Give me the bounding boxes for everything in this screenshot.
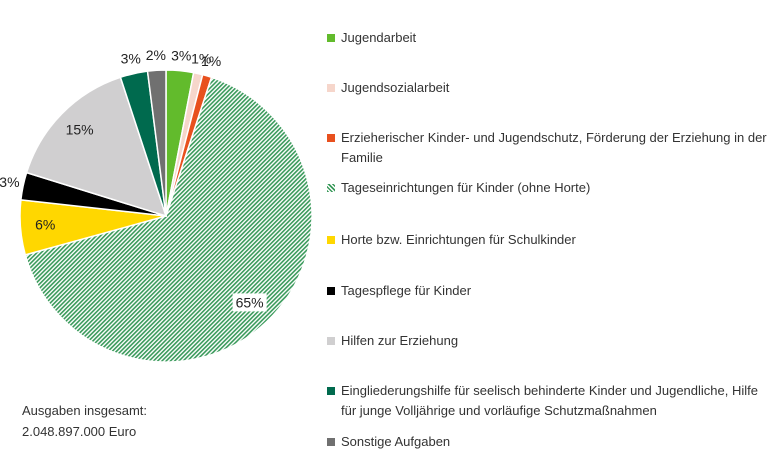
legend-label: Jugendsozialarbeit (341, 80, 450, 95)
data-label: 1% (201, 53, 221, 69)
data-label: 15% (66, 122, 94, 138)
annotation: 2.048.897.000 Euro (22, 424, 137, 439)
legend-label: Tageseinrichtungen für Kinder (ohne Hort… (341, 180, 591, 195)
data-label: 65% (236, 294, 264, 310)
legend-label: Erzieherischer Kinder- und Jugendschutz,… (341, 130, 767, 165)
legend-item: Hilfen zur Erziehung (327, 331, 772, 351)
legend-swatch (327, 287, 335, 295)
data-label: 6% (35, 216, 55, 232)
legend-swatch (327, 236, 335, 244)
label-background (232, 293, 267, 312)
legend-item: Jugendsozialarbeit (327, 78, 772, 98)
legend-label: Jugendarbeit (341, 30, 417, 45)
legend-swatch (327, 34, 335, 42)
data-label: 3% (171, 47, 191, 63)
legend-label: Horte bzw. Einrichtungen für Schulkinder (341, 232, 576, 247)
legend-label: Hilfen zur Erziehung (341, 333, 459, 348)
legend-item: Sonstige Aufgaben (327, 432, 772, 452)
legend-swatch (327, 337, 335, 345)
legend-item: Jugendarbeit (327, 28, 772, 48)
legend-item: Erzieherischer Kinder- und Jugendschutz,… (327, 128, 772, 168)
legend-label: Sonstige Aufgaben (341, 434, 451, 449)
pie-slice (146, 69, 167, 217)
legend-item: Horte bzw. Einrichtungen für Schulkinder (327, 230, 772, 250)
legend-swatch (327, 84, 335, 92)
legend-swatch (327, 184, 335, 192)
annotation: Ausgaben insgesamt: (22, 403, 148, 418)
data-label: 1% (191, 51, 211, 67)
legend-swatch (327, 134, 335, 142)
data-label: 3% (121, 51, 141, 67)
legend-item: Tagespflege für Kinder (327, 281, 772, 301)
data-label: 3% (0, 174, 20, 190)
legend-label: Eingliederungshilfe für seelisch behinde… (341, 383, 758, 418)
legend-label: Tagespflege für Kinder (341, 283, 472, 298)
pie-slice (24, 76, 313, 363)
legend-item: Eingliederungshilfe für seelisch behinde… (327, 381, 772, 421)
legend-swatch (327, 438, 335, 446)
legend-item: Tageseinrichtungen für Kinder (ohne Hort… (327, 178, 772, 198)
legend-swatch (327, 387, 335, 395)
data-label: 2% (146, 47, 166, 63)
